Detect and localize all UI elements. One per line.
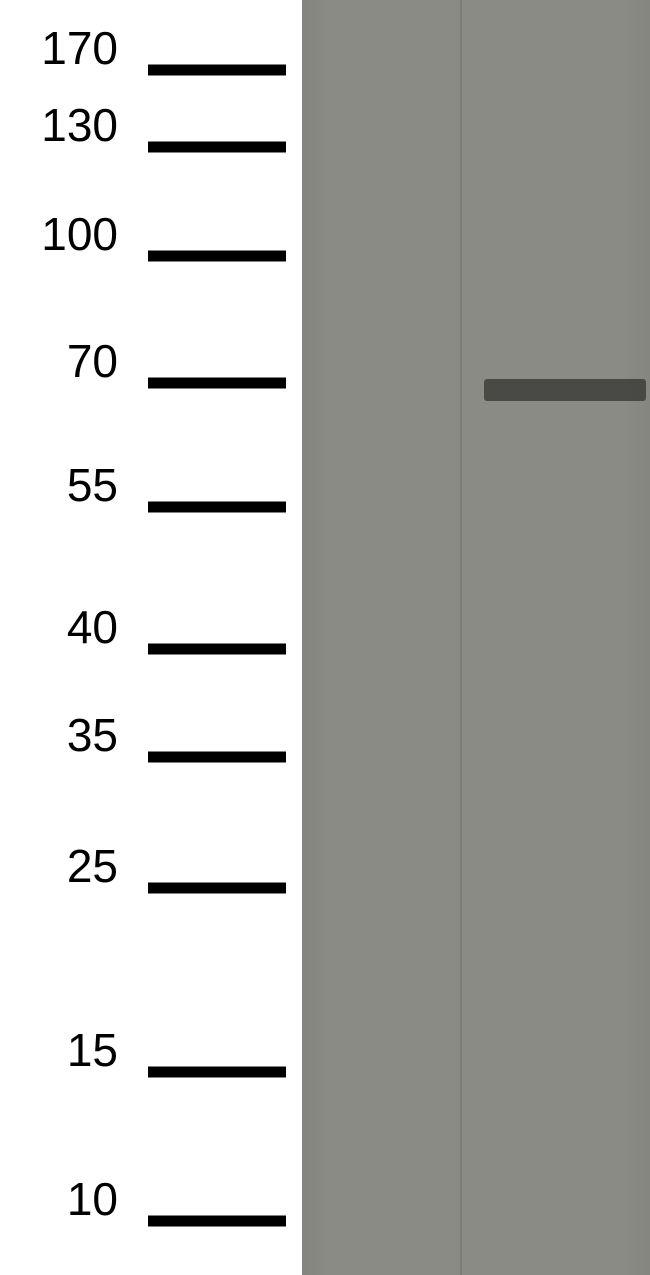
protein-band: [484, 379, 646, 401]
ladder-tick: [148, 377, 286, 388]
ladder-marker-label: 170: [0, 21, 118, 75]
ladder-marker-label: 25: [0, 839, 118, 893]
ladder-marker-label: 10: [0, 1172, 118, 1226]
ladder-tick: [148, 643, 286, 654]
ladder-marker-label: 55: [0, 458, 118, 512]
ladder-marker-label: 130: [0, 98, 118, 152]
ladder-tick: [148, 1066, 286, 1077]
ladder-marker-label: 100: [0, 207, 118, 261]
ladder-marker-label: 40: [0, 600, 118, 654]
ladder-tick: [148, 882, 286, 893]
ladder-tick: [148, 141, 286, 152]
western-blot-figure: 170 130 100 70 55 40 35 25 15 10: [0, 0, 650, 1275]
blot-membrane: [302, 0, 650, 1275]
membrane-shading: [302, 0, 650, 1275]
ladder-tick: [148, 64, 286, 75]
ladder-tick: [148, 501, 286, 512]
ladder-marker-label: 70: [0, 334, 118, 388]
ladder-tick: [148, 751, 286, 762]
lane-divider: [460, 0, 462, 1275]
ladder-tick: [148, 1215, 286, 1226]
ladder-marker-label: 15: [0, 1023, 118, 1077]
ladder-tick: [148, 250, 286, 261]
ladder-marker-label: 35: [0, 708, 118, 762]
